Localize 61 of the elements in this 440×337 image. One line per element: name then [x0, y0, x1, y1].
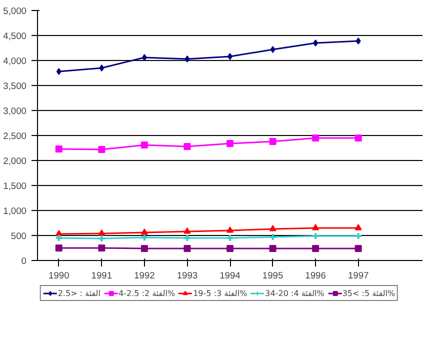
point [140, 234, 148, 242]
legend-label: الفئة 3: 5-19% [193, 288, 248, 298]
y-tick-label: 0 [21, 256, 27, 266]
point [312, 232, 320, 240]
point [142, 54, 147, 61]
point [98, 234, 106, 242]
point [184, 56, 190, 62]
point [98, 230, 106, 236]
point [354, 134, 362, 142]
y-tick-label: 3,500 [3, 81, 26, 91]
legend-label: الفئة : <2.5 [58, 288, 100, 298]
point [270, 46, 276, 53]
y-tick-label: 1,500 [3, 181, 26, 191]
x-tick-label: 1997 [348, 270, 369, 280]
point [183, 234, 192, 242]
point [184, 245, 191, 252]
point [140, 142, 148, 148]
x-tick-label: 1991 [91, 270, 112, 280]
x-tick-label: 1995 [262, 270, 284, 280]
point [184, 143, 191, 150]
point [226, 140, 234, 147]
point [228, 53, 232, 60]
point [312, 134, 320, 142]
point [226, 226, 234, 233]
point [98, 146, 106, 153]
y-tick-label: 4,000 [3, 56, 26, 66]
point [55, 244, 62, 252]
legend-label: الفئة 4: 20-34% [265, 288, 324, 298]
point [98, 244, 106, 252]
y-tick-label: 1,000 [3, 206, 26, 216]
point [313, 40, 318, 46]
point [140, 228, 148, 235]
point [269, 245, 276, 252]
x-tick-label: 1994 [220, 270, 240, 280]
x-tick-label: 1993 [176, 270, 198, 280]
point [354, 224, 362, 230]
point [56, 68, 62, 75]
point [356, 38, 361, 44]
y-tick-label: 5,000 [3, 6, 26, 16]
point [312, 224, 320, 230]
y-tick-label: 3,000 [3, 106, 26, 116]
y-tick-label: 2,500 [3, 131, 26, 141]
point [354, 245, 362, 252]
y-tick-label: 4,500 [3, 31, 26, 41]
point [55, 146, 62, 152]
point [269, 138, 276, 145]
point [99, 64, 104, 72]
x-tick-label: 1992 [134, 270, 155, 280]
point [140, 245, 148, 252]
y-tick-label: 500 [10, 231, 27, 241]
legend-label: الفئة 2: 2.5-4% [118, 288, 176, 298]
x-tick-label: 1996 [305, 270, 326, 280]
point [184, 228, 191, 234]
point [268, 233, 277, 241]
y-tick-label: 2,000 [3, 156, 26, 166]
point [226, 245, 234, 252]
point [312, 245, 320, 252]
x-tick-label: 1990 [48, 270, 70, 280]
point [226, 234, 234, 242]
point [269, 225, 276, 232]
legend-label: الفئة 5: >35% [342, 288, 396, 298]
